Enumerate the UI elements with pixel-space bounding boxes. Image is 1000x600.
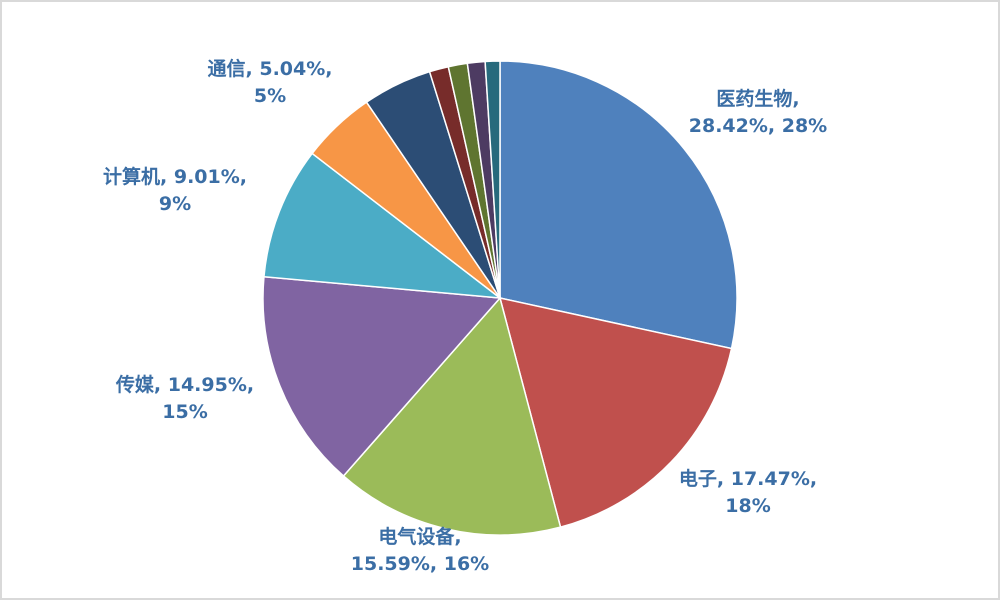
data-label-line: 15.59%, 16%	[351, 553, 489, 575]
data-label: 电气设备, 15.59%, 16%	[351, 525, 489, 575]
data-label-line: 15%	[162, 401, 207, 423]
pie-slice	[263, 152, 503, 299]
data-label-line: 通信, 5.04%,	[208, 57, 333, 80]
data-label-line: 18%	[725, 495, 770, 517]
data-label-line: 电子, 17.47%,	[679, 467, 817, 490]
pie-slice	[484, 60, 501, 299]
data-label-line: 计算机, 9.01%,	[103, 165, 247, 188]
data-label-line: 电气设备,	[378, 525, 461, 548]
data-label-line: 传媒, 14.95%,	[115, 373, 254, 396]
data-label: 传媒, 14.95%, 15%	[115, 373, 254, 423]
pie-slice	[498, 297, 733, 529]
data-label-line: 医药生物,	[716, 87, 799, 110]
pie-slice	[262, 275, 502, 478]
pie-slice	[499, 60, 738, 350]
pie-slice	[342, 296, 562, 536]
data-label: 电子, 17.47%, 18%	[679, 467, 817, 517]
data-label-line: 9%	[159, 193, 191, 215]
data-label: 通信, 5.04%, 5%	[208, 57, 333, 107]
data-label-line: 5%	[254, 85, 286, 107]
data-label: 计算机, 9.01%, 9%	[103, 165, 247, 215]
data-label-line: 28.42%, 28%	[689, 115, 827, 137]
data-label: 医药生物, 28.42%, 28%	[689, 87, 827, 137]
